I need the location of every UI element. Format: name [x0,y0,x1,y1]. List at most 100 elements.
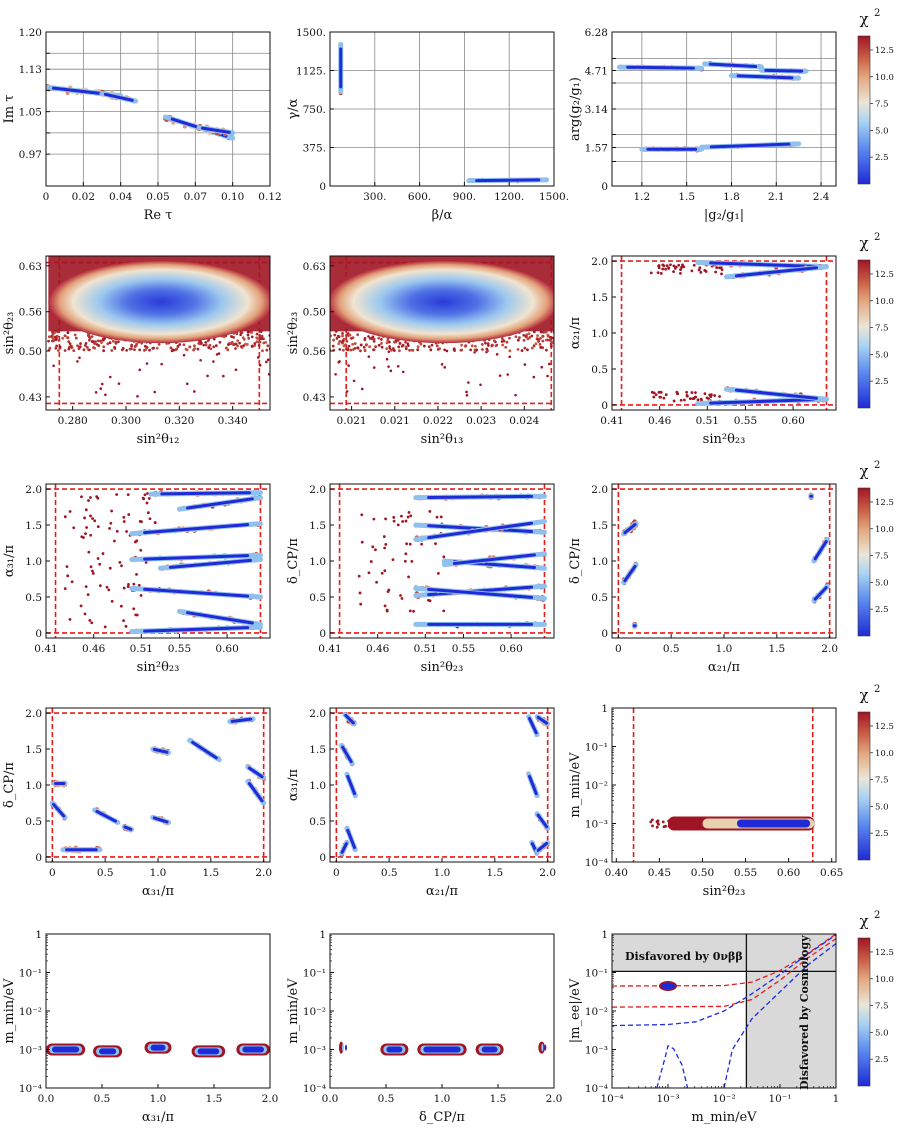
data-point [383,604,387,608]
data-point [139,548,143,552]
x-tick-label: 1.0 [434,867,451,879]
cluster-core [143,626,250,633]
data-point [135,613,139,617]
colorbar-tick-label: 10.0 [875,975,894,985]
x-tick-label: 10⁻⁴ [600,1093,623,1105]
y-tick-label: 1125. [296,66,326,78]
x-axis-label: sin²θ₁₃ [421,432,464,447]
data-point [394,339,398,343]
data-point [360,387,364,391]
data-point [226,343,230,346]
x-tick-label: 2.0 [262,1093,279,1105]
data-point [720,272,723,276]
data-point [230,335,233,338]
data-point [117,340,120,344]
x-tick-label: 0.5 [663,643,680,655]
y-tick-label: 1.5 [309,520,326,532]
x-tick-label: 1.0 [716,643,733,655]
x-tick-label: 1200. [494,191,524,203]
data-point [557,345,560,348]
cluster-core [452,553,536,566]
data-point [372,337,376,341]
data-point [47,335,51,339]
data-point [143,344,147,348]
y-tick-label: 10⁻¹ [19,968,42,980]
data-point [485,347,489,351]
data-point [391,558,395,562]
data-point [255,332,259,336]
data-point [87,550,91,554]
data-point [85,345,89,349]
data-point [127,582,130,586]
data-point [357,574,361,578]
x-axis-label: sin²θ₂₃ [421,660,464,675]
data-point [698,266,702,270]
data-point [78,356,81,360]
data-point [255,336,259,340]
y-tick-label: 1 [319,929,326,941]
cluster-core [736,74,794,80]
x-axis-label: sin²θ₂₃ [137,660,180,675]
x-tick-label: 0.41 [34,643,57,655]
data-point [202,343,205,347]
data-point [661,820,665,824]
cluster-core [168,558,252,569]
data-point [103,625,107,629]
blob-core [197,1048,220,1055]
data-point [391,347,395,350]
data-point [256,356,260,359]
y-tick-label: 2.0 [309,708,326,720]
x-axis-label: α₃₁/π [142,884,175,899]
data-point [193,347,197,350]
data-point [345,339,349,343]
x-tick-label: 0.5 [381,867,398,879]
data-point [271,333,274,336]
data-point [267,372,270,376]
band-core [736,819,811,828]
data-point [350,336,353,340]
data-point [68,342,72,346]
ih-lower-curve [612,938,836,1008]
plot-area-p7 [46,484,270,638]
data-point [199,341,203,345]
data-point [352,379,356,383]
data-point [492,339,496,343]
data-point [337,342,341,346]
data-point [234,368,238,372]
cluster-core [527,716,538,735]
data-point [465,390,468,394]
data-point [486,342,490,346]
data-point [659,395,662,399]
x-tick-label: 2.4 [813,191,830,203]
y-tick-label: 1.5 [25,744,42,756]
cluster-core [230,717,253,723]
panel-p10: 0 0.5 1.0 1.5 2.0 0 0.5 1.0 1.5 2.0 α₃₁/π δ_CP/π [2,707,272,899]
data-point [341,348,345,352]
data-point [527,332,531,336]
chi2-ellipse [330,260,554,344]
data-point [207,346,211,349]
x-tick-label: 2.1 [768,191,785,203]
data-point [147,497,151,500]
data-point [679,398,683,402]
colorbar-tick-label: 2.5 [875,377,889,387]
data-point [139,594,143,597]
x-tick-label: 0.60 [215,643,238,655]
data-point [76,344,79,348]
cluster-core [186,497,254,510]
data-point [382,535,386,538]
y-tick-label: 0.43 [19,392,42,404]
nh-upper-curve [612,934,836,1027]
data-point [122,619,125,623]
x-tick-label: 10⁻¹ [768,1093,791,1105]
x-tick-label: 1.0 [150,867,167,879]
data-point [709,395,713,399]
data-point [145,362,149,365]
data-point [440,363,444,366]
x-tick-label: 0 [43,191,50,203]
data-point [52,364,55,368]
data-point [140,520,143,524]
x-tick-label: 0.0 [322,1093,339,1105]
x-tick-label: 1.0 [434,1093,451,1105]
